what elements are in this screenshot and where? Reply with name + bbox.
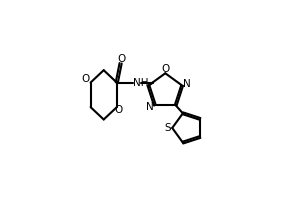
Text: O: O bbox=[115, 105, 123, 115]
Text: N: N bbox=[146, 102, 154, 112]
Text: N: N bbox=[183, 79, 190, 89]
Text: S: S bbox=[164, 123, 171, 133]
Text: O: O bbox=[81, 74, 89, 84]
Text: NH: NH bbox=[134, 78, 149, 88]
Text: O: O bbox=[161, 64, 170, 74]
Text: O: O bbox=[118, 54, 126, 64]
